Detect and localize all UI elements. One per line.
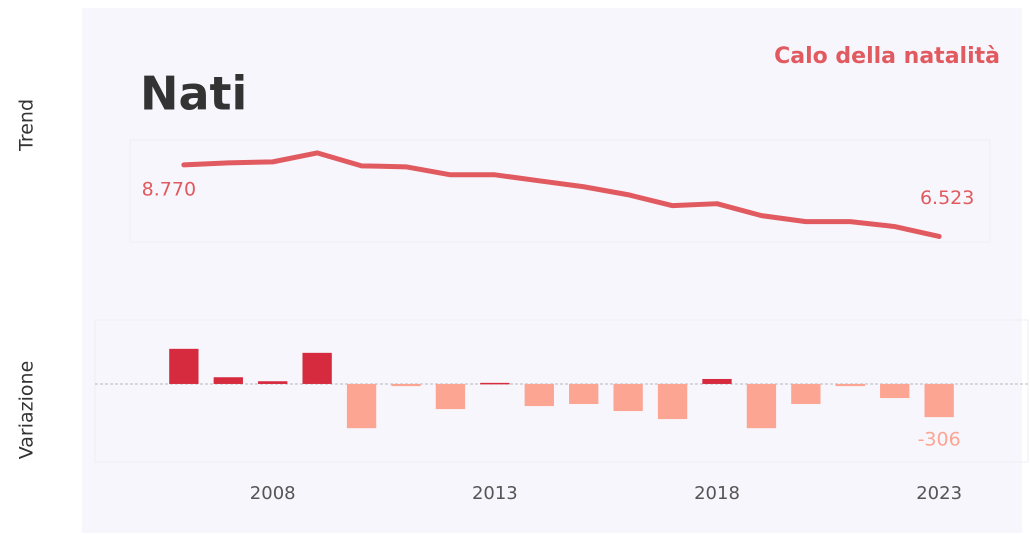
- bar: [746, 383, 777, 429]
- x-tick-label: 2023: [916, 483, 962, 504]
- trend-frame: [129, 139, 991, 243]
- trend-line: [181, 150, 942, 239]
- bar: [169, 348, 199, 384]
- bar: [924, 383, 954, 418]
- x-tick-label: 2013: [472, 483, 518, 504]
- bar: [480, 382, 510, 385]
- bar: [657, 383, 688, 420]
- y-axis-label: Variazione: [16, 361, 38, 460]
- variation-frame: [94, 319, 1029, 463]
- data-label: -306: [918, 429, 961, 451]
- bar: [702, 378, 732, 384]
- y-axis-label: Trend: [16, 99, 38, 152]
- bar: [302, 352, 332, 384]
- bar: [613, 383, 643, 412]
- bar: [258, 381, 288, 384]
- data-label: 8.770: [142, 178, 196, 200]
- chart-title: Nati: [140, 67, 247, 121]
- bar: [435, 383, 466, 410]
- bar: [391, 383, 421, 387]
- bar: [213, 377, 243, 384]
- x-tick-label: 2018: [694, 483, 740, 504]
- chart-subtitle: Calo della natalità: [774, 44, 1000, 69]
- x-tick-label: 2008: [250, 483, 296, 504]
- panel-background: [82, 8, 1022, 533]
- bar: [835, 383, 865, 387]
- bar: [880, 383, 910, 399]
- bar: [524, 383, 554, 407]
- data-label: 6.523: [920, 187, 974, 209]
- bar: [346, 383, 377, 429]
- bar: [791, 383, 821, 405]
- bar: [569, 383, 599, 405]
